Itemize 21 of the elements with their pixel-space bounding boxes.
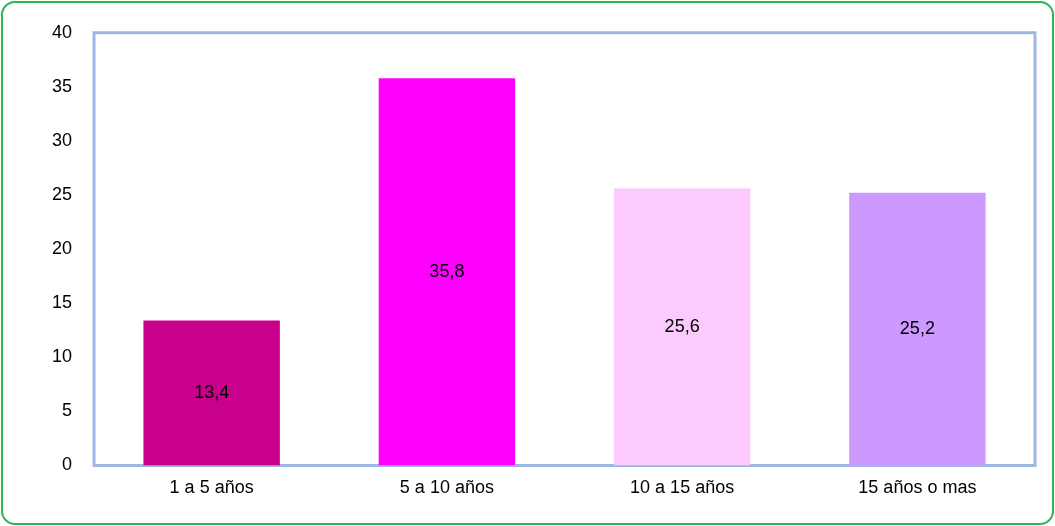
x-tick-label: 1 a 5 años: [169, 477, 254, 498]
data-label: 35,8: [429, 260, 465, 281]
x-tick-label: 5 a 10 años: [399, 477, 494, 498]
y-tick-label: 20: [51, 238, 73, 259]
y-tick-label: 10: [51, 346, 73, 367]
x-tick-label: 15 años o mas: [858, 477, 977, 498]
bar: [143, 320, 280, 466]
y-tick-label: 40: [51, 21, 73, 42]
y-tick-label: 0: [62, 454, 73, 475]
bar: [378, 78, 516, 466]
data-label: 25,2: [899, 318, 935, 339]
y-tick-label: 15: [51, 292, 73, 313]
bar: [613, 188, 751, 466]
y-tick-label: 5: [62, 400, 73, 421]
data-label: 25,6: [664, 315, 700, 336]
y-tick-label: 30: [51, 129, 73, 150]
x-tick-label: 10 a 15 años: [630, 477, 735, 498]
y-tick-label: 35: [51, 75, 73, 96]
data-label: 13,4: [194, 381, 230, 402]
bar: [849, 192, 986, 466]
y-tick-label: 25: [51, 183, 73, 204]
